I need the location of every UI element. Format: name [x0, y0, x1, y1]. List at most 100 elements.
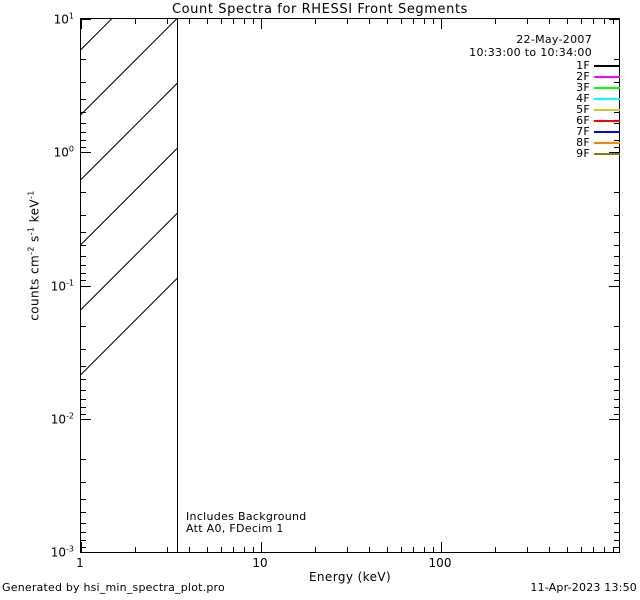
xtick-top-minor [527, 19, 528, 24]
xtick-minor [315, 547, 316, 552]
ytick-minor [81, 523, 86, 524]
ytick-right-minor [614, 547, 619, 548]
xtick-top-minor [581, 19, 582, 24]
legend-item-3f[interactable]: 3F [430, 81, 620, 94]
legend-item-9f[interactable]: 9F [430, 147, 620, 160]
ytick-right-minor [614, 280, 619, 281]
ytick-minor [81, 245, 86, 246]
xtick-top-major [441, 19, 442, 29]
legend-label-6f: 6F [576, 114, 590, 127]
ytick-right-minor [614, 123, 619, 124]
ytick-right-minor [614, 459, 619, 460]
legend-swatch-1f [594, 64, 620, 67]
legend-swatch-5f [594, 108, 620, 111]
xtick-top-minor [495, 19, 496, 24]
xtick-minor [233, 547, 234, 552]
ytick-minor [81, 390, 86, 391]
legend-label-8f: 8F [576, 136, 590, 149]
legend-item-7f[interactable]: 7F [430, 125, 620, 138]
ytick-right-minor [614, 132, 619, 133]
ytick-label-1e1: 101 [53, 11, 74, 27]
ytick-minor [81, 547, 86, 548]
legend-label-9f: 9F [576, 147, 590, 160]
legend-label-4f: 4F [576, 92, 590, 105]
ytick-right-minor [614, 414, 619, 415]
ytick-right-minor [614, 192, 619, 193]
ytick-right-minor [614, 140, 619, 141]
xtick-minor [253, 547, 254, 552]
xtick-minor [135, 547, 136, 552]
xtick-top-minor [567, 19, 568, 24]
legend: 22-May-2007 10:33:00 to 10:34:00 1F 2F 3… [430, 33, 620, 160]
legend-item-5f[interactable]: 5F [430, 103, 620, 116]
xtick-top-minor [604, 19, 605, 24]
xtick-minor [581, 547, 582, 552]
legend-date: 22-May-2007 [516, 33, 592, 46]
ytick-right-minor [614, 523, 619, 524]
legend-item-2f[interactable]: 2F [430, 70, 620, 83]
xtick-top-minor [207, 19, 208, 24]
xtick-label-10: 10 [252, 556, 268, 570]
legend-entries: 1F 2F 3F 4F 5F 6F [430, 59, 620, 160]
ytick-right-minor [614, 532, 619, 533]
legend-label-1f: 1F [576, 59, 590, 72]
xtick-minor [424, 547, 425, 552]
xtick-major [261, 542, 262, 552]
legend-item-8f[interactable]: 8F [430, 136, 620, 149]
legend-swatch-9f [594, 152, 620, 155]
xtick-label-1: 1 [76, 556, 84, 570]
xtick-top-minor [221, 19, 222, 24]
ytick-minor [81, 132, 86, 133]
xtick-minor [567, 547, 568, 552]
xtick-top-minor [244, 19, 245, 24]
xtick-top-minor [369, 19, 370, 24]
ytick-minor [81, 273, 86, 274]
ytick-minor [81, 407, 86, 408]
ytick-minor [81, 123, 86, 124]
xtick-minor [593, 547, 594, 552]
xtick-minor [401, 547, 402, 552]
xtick-top-minor [135, 19, 136, 24]
legend-label-5f: 5F [576, 103, 590, 116]
ytick-right-major [609, 286, 619, 287]
ytick-minor [81, 192, 86, 193]
ytick-right-minor [614, 512, 619, 513]
legend-swatch-8f [594, 141, 620, 144]
xtick-top-minor [233, 19, 234, 24]
ytick-right-minor [614, 256, 619, 257]
ytick-right-minor [614, 59, 619, 60]
ytick-minor [81, 99, 86, 100]
legend-item-1f[interactable]: 1F [430, 59, 620, 72]
xtick-minor [369, 547, 370, 552]
ytick-major [81, 552, 91, 553]
footer-generator-text: Generated by hsi_min_spectra_plot.pro [2, 581, 225, 594]
xtick-minor [527, 547, 528, 552]
ytick-right-major [609, 19, 619, 20]
xtick-top-minor [433, 19, 434, 24]
legend-swatch-3f [594, 86, 620, 89]
ytick-right-major [609, 552, 619, 553]
ytick-label-1e0: 100 [53, 144, 74, 160]
ytick-right-minor [614, 540, 619, 541]
ytick-minor [81, 140, 86, 141]
ytick-minor [81, 256, 86, 257]
legend-item-6f[interactable]: 6F [430, 114, 620, 127]
ytick-label-1em2: 10-2 [50, 411, 74, 427]
legend-swatch-7f [594, 130, 620, 133]
annotation-line-1: Includes Background [186, 510, 307, 523]
legend-item-4f[interactable]: 4F [430, 92, 620, 105]
xtick-major [441, 542, 442, 552]
ytick-minor [81, 112, 86, 113]
xtick-minor [495, 547, 496, 552]
xtick-top-minor [253, 19, 254, 24]
ytick-right-minor [614, 349, 619, 350]
ytick-right-minor [614, 245, 619, 246]
page-title: Count Spectra for RHESSI Front Segments [171, 2, 469, 17]
hatch-band-edge [177, 19, 178, 552]
xtick-top-major [81, 19, 82, 29]
legend-label-2f: 2F [576, 70, 590, 83]
x-axis-title: Energy (keV) [308, 570, 392, 584]
ytick-minor [81, 499, 86, 500]
ytick-minor [81, 147, 86, 148]
